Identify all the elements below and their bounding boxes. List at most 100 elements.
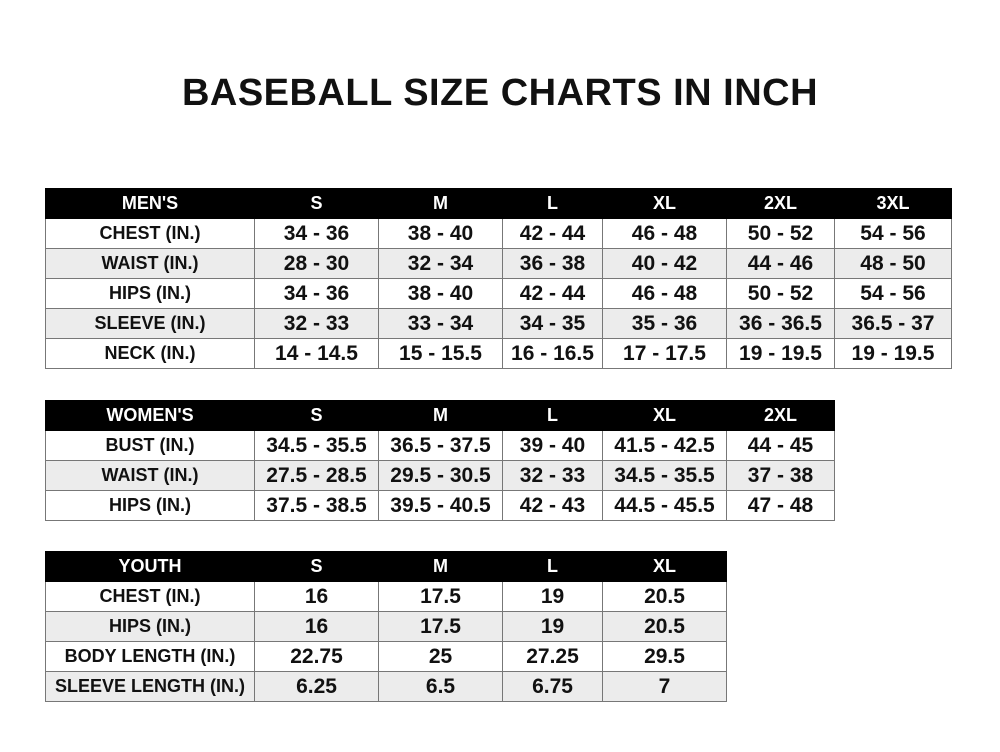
size-header: M bbox=[378, 400, 503, 431]
size-value: 6.25 bbox=[254, 671, 379, 702]
size-header: XL bbox=[602, 400, 727, 431]
table-row: SLEEVE (IN.) 32 - 33 33 - 34 34 - 35 35 - 36… bbox=[45, 308, 952, 339]
size-value: 39.5 - 40.5 bbox=[378, 490, 503, 521]
size-value: 40 - 42 bbox=[602, 248, 727, 279]
size-value: 42 - 44 bbox=[502, 218, 603, 249]
size-header: M bbox=[378, 188, 503, 219]
header-row: WOMEN'S S M L XL 2XL bbox=[45, 400, 835, 431]
size-value: 44.5 - 45.5 bbox=[602, 490, 727, 521]
size-value: 27.25 bbox=[502, 641, 603, 672]
size-header: L bbox=[502, 188, 603, 219]
size-header: S bbox=[254, 400, 379, 431]
size-value: 16 - 16.5 bbox=[502, 338, 603, 369]
size-value: 36 - 36.5 bbox=[726, 308, 835, 339]
page-title: BASEBALL SIZE CHARTS IN INCH bbox=[181, 72, 819, 114]
size-value: 46 - 48 bbox=[602, 218, 727, 249]
size-value: 46 - 48 bbox=[602, 278, 727, 309]
size-header: XL bbox=[602, 551, 727, 582]
size-header: L bbox=[502, 400, 603, 431]
youth-size-table: YOUTH S M L XL CHEST (IN.) 16 17.5 19 20.5 HIPS (I… bbox=[45, 551, 727, 702]
size-value: 22.75 bbox=[254, 641, 379, 672]
table-row: HIPS (IN.) 16 17.5 19 20.5 bbox=[45, 611, 727, 642]
size-value: 32 - 33 bbox=[502, 460, 603, 491]
size-header: S bbox=[254, 188, 379, 219]
size-value: 50 - 52 bbox=[726, 218, 835, 249]
size-value: 37.5 - 38.5 bbox=[254, 490, 379, 521]
size-value: 19 - 19.5 bbox=[726, 338, 835, 369]
size-value: 29.5 bbox=[602, 641, 727, 672]
size-header: 2XL bbox=[726, 400, 835, 431]
size-value: 34.5 - 35.5 bbox=[254, 430, 379, 461]
measurement-label: BUST (IN.) bbox=[45, 430, 255, 461]
size-value: 34.5 - 35.5 bbox=[602, 460, 727, 491]
size-value: 44 - 45 bbox=[726, 430, 835, 461]
category-header: WOMEN'S bbox=[45, 400, 255, 431]
table-row: BODY LENGTH (IN.) 22.75 25 27.25 29.5 bbox=[45, 641, 727, 672]
size-header: 3XL bbox=[834, 188, 952, 219]
table-row: HIPS (IN.) 34 - 36 38 - 40 42 - 44 46 - 48 50… bbox=[45, 278, 952, 309]
size-value: 37 - 38 bbox=[726, 460, 835, 491]
table-row: BUST (IN.) 34.5 - 35.5 36.5 - 37.5 39 - 40 4… bbox=[45, 430, 835, 461]
size-value: 16 bbox=[254, 581, 379, 612]
size-header: L bbox=[502, 551, 603, 582]
size-value: 33 - 34 bbox=[378, 308, 503, 339]
size-value: 42 - 44 bbox=[502, 278, 603, 309]
size-header: S bbox=[254, 551, 379, 582]
size-value: 32 - 34 bbox=[378, 248, 503, 279]
size-value: 17 - 17.5 bbox=[602, 338, 727, 369]
size-header: XL bbox=[602, 188, 727, 219]
size-value: 36 - 38 bbox=[502, 248, 603, 279]
size-value: 32 - 33 bbox=[254, 308, 379, 339]
size-value: 19 - 19.5 bbox=[834, 338, 952, 369]
mens-size-table: MEN'S S M L XL 2XL 3XL CHEST (IN.) 34 - 36 38 - 4… bbox=[45, 188, 952, 369]
size-value: 35 - 36 bbox=[602, 308, 727, 339]
table-row: HIPS (IN.) 37.5 - 38.5 39.5 - 40.5 42 - 43 4… bbox=[45, 490, 835, 521]
measurement-label: NECK (IN.) bbox=[45, 338, 255, 369]
womens-size-table: WOMEN'S S M L XL 2XL BUST (IN.) 34.5 - 35.5 36.5… bbox=[45, 400, 835, 521]
size-value: 28 - 30 bbox=[254, 248, 379, 279]
size-value: 15 - 15.5 bbox=[378, 338, 503, 369]
size-value: 34 - 36 bbox=[254, 218, 379, 249]
size-value: 41.5 - 42.5 bbox=[602, 430, 727, 461]
header-row: YOUTH S M L XL bbox=[45, 551, 727, 582]
size-value: 25 bbox=[378, 641, 503, 672]
measurement-label: SLEEVE (IN.) bbox=[45, 308, 255, 339]
size-value: 19 bbox=[502, 581, 603, 612]
size-value: 20.5 bbox=[602, 611, 727, 642]
size-value: 17.5 bbox=[378, 611, 503, 642]
size-value: 50 - 52 bbox=[726, 278, 835, 309]
size-header: M bbox=[378, 551, 503, 582]
size-value: 42 - 43 bbox=[502, 490, 603, 521]
table-row: NECK (IN.) 14 - 14.5 15 - 15.5 16 - 16.5 17 … bbox=[45, 338, 952, 369]
measurement-label: HIPS (IN.) bbox=[45, 611, 255, 642]
category-header: MEN'S bbox=[45, 188, 255, 219]
size-value: 14 - 14.5 bbox=[254, 338, 379, 369]
size-value: 38 - 40 bbox=[378, 218, 503, 249]
table-row: WAIST (IN.) 28 - 30 32 - 34 36 - 38 40 - 42 4… bbox=[45, 248, 952, 279]
size-value: 19 bbox=[502, 611, 603, 642]
size-value: 36.5 - 37 bbox=[834, 308, 952, 339]
size-value: 48 - 50 bbox=[834, 248, 952, 279]
table-row: SLEEVE LENGTH (IN.) 6.25 6.5 6.75 7 bbox=[45, 671, 727, 702]
size-value: 44 - 46 bbox=[726, 248, 835, 279]
measurement-label: WAIST (IN.) bbox=[45, 460, 255, 491]
size-value: 39 - 40 bbox=[502, 430, 603, 461]
measurement-label: SLEEVE LENGTH (IN.) bbox=[45, 671, 255, 702]
header-row: MEN'S S M L XL 2XL 3XL bbox=[45, 188, 952, 219]
measurement-label: WAIST (IN.) bbox=[45, 248, 255, 279]
size-value: 6.75 bbox=[502, 671, 603, 702]
measurement-label: CHEST (IN.) bbox=[45, 581, 255, 612]
size-value: 17.5 bbox=[378, 581, 503, 612]
measurement-label: HIPS (IN.) bbox=[45, 278, 255, 309]
size-value: 34 - 36 bbox=[254, 278, 379, 309]
table-row: CHEST (IN.) 34 - 36 38 - 40 42 - 44 46 - 48 5… bbox=[45, 218, 952, 249]
size-value: 6.5 bbox=[378, 671, 503, 702]
size-value: 34 - 35 bbox=[502, 308, 603, 339]
measurement-label: CHEST (IN.) bbox=[45, 218, 255, 249]
size-value: 54 - 56 bbox=[834, 218, 952, 249]
size-value: 16 bbox=[254, 611, 379, 642]
size-header: 2XL bbox=[726, 188, 835, 219]
size-value: 36.5 - 37.5 bbox=[378, 430, 503, 461]
size-value: 7 bbox=[602, 671, 727, 702]
table-row: WAIST (IN.) 27.5 - 28.5 29.5 - 30.5 32 - 33… bbox=[45, 460, 835, 491]
